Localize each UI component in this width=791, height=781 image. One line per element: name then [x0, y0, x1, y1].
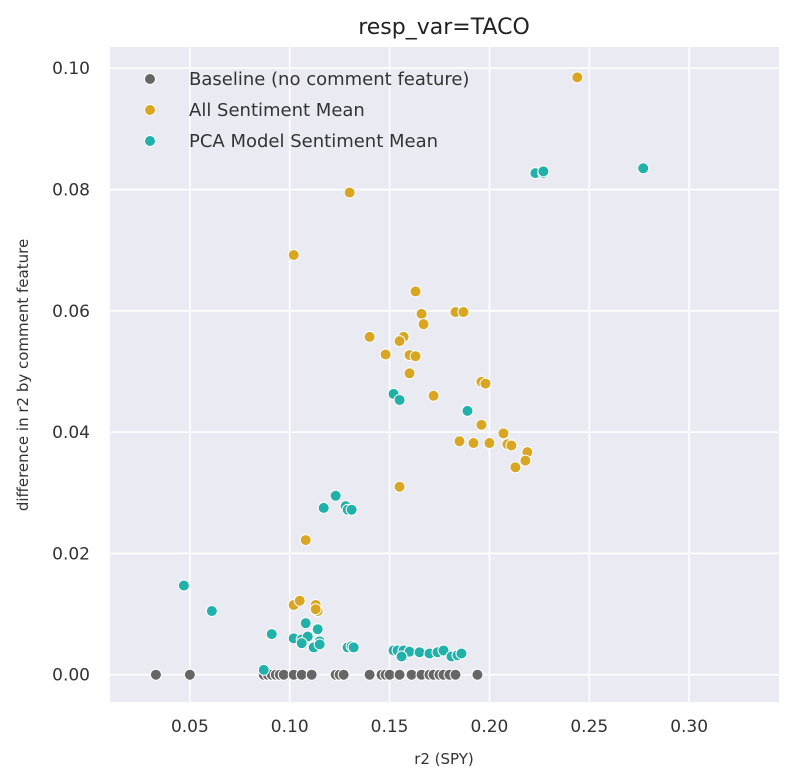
data-point [509, 461, 522, 474]
data-point [177, 579, 190, 592]
data-point [395, 650, 408, 663]
data-point [409, 285, 422, 298]
data-point [637, 162, 650, 175]
data-point [413, 646, 426, 659]
grid-lines [110, 47, 779, 702]
data-point [295, 668, 308, 681]
x-tick-label: 0.20 [471, 717, 509, 737]
y-tick-label: 0.10 [52, 59, 90, 79]
x-tick-label: 0.30 [670, 717, 708, 737]
data-point [337, 668, 350, 681]
data-point [571, 71, 584, 84]
data-point [537, 165, 550, 178]
legend-marker [144, 73, 156, 85]
data-point [457, 306, 470, 319]
data-point [475, 418, 488, 431]
data-point [205, 605, 218, 618]
data-point [313, 638, 326, 651]
data-point [347, 641, 360, 654]
legend-label: All Sentiment Mean [189, 100, 365, 121]
data-point [449, 668, 462, 681]
y-tick-label: 0.02 [52, 544, 90, 564]
data-point [483, 437, 496, 450]
plot-area [110, 47, 779, 702]
data-point [497, 427, 510, 440]
legend-label: PCA Model Sentiment Mean [189, 131, 438, 152]
data-point [405, 668, 418, 681]
data-point [277, 668, 290, 681]
data-point [427, 389, 440, 402]
data-point [393, 668, 406, 681]
y-tick-label: 0.00 [52, 666, 90, 686]
data-point [393, 480, 406, 493]
legend-label: Baseline (no comment feature) [189, 69, 469, 90]
data-point [479, 377, 492, 390]
y-axis-ticks: 0.00 0.02 0.04 0.06 0.08 0.10 [52, 59, 90, 685]
data-point [343, 186, 356, 199]
data-point [345, 503, 358, 516]
data-point [393, 393, 406, 406]
series-points [177, 162, 650, 676]
data-point [461, 404, 474, 417]
data-point [471, 668, 484, 681]
x-tick-label: 0.05 [171, 717, 209, 737]
data-point [299, 617, 312, 630]
data-point [293, 594, 306, 607]
series-points [287, 71, 584, 618]
data-point [453, 435, 466, 448]
data-point [363, 668, 376, 681]
data-point [265, 628, 278, 641]
y-tick-label: 0.04 [52, 423, 90, 443]
data-point [437, 644, 450, 657]
chart-title: resp_var=TACO [358, 15, 530, 40]
data-point [505, 439, 518, 452]
data-point [409, 350, 422, 363]
data-point [519, 454, 532, 467]
data-point [393, 335, 406, 348]
data-point [329, 489, 342, 502]
data-points [149, 71, 650, 681]
legend: Baseline (no comment feature) All Sentime… [144, 69, 469, 152]
x-tick-label: 0.10 [271, 717, 309, 737]
data-point [311, 623, 324, 636]
data-point [379, 348, 392, 361]
data-point [455, 647, 468, 660]
x-axis-title: r2 (SPY) [414, 750, 474, 768]
data-point [287, 249, 300, 262]
data-point [295, 637, 308, 650]
data-point [183, 668, 196, 681]
data-point [383, 668, 396, 681]
data-point [403, 367, 416, 380]
data-point [309, 603, 322, 616]
y-axis-title: difference in r2 by comment feature [14, 239, 32, 511]
legend-marker [144, 135, 156, 147]
data-point [363, 330, 376, 343]
x-tick-label: 0.15 [371, 717, 409, 737]
data-point [149, 668, 162, 681]
legend-marker [144, 104, 156, 116]
data-point [305, 668, 318, 681]
x-axis-ticks: 0.05 0.10 0.15 0.20 0.25 0.30 [171, 717, 708, 737]
x-tick-label: 0.25 [570, 717, 608, 737]
data-point [257, 663, 270, 676]
y-tick-label: 0.08 [52, 181, 90, 201]
data-point [299, 534, 312, 547]
y-tick-label: 0.06 [52, 302, 90, 322]
data-point [417, 318, 430, 331]
data-point [467, 437, 480, 450]
data-point [415, 307, 428, 320]
data-point [317, 501, 330, 514]
